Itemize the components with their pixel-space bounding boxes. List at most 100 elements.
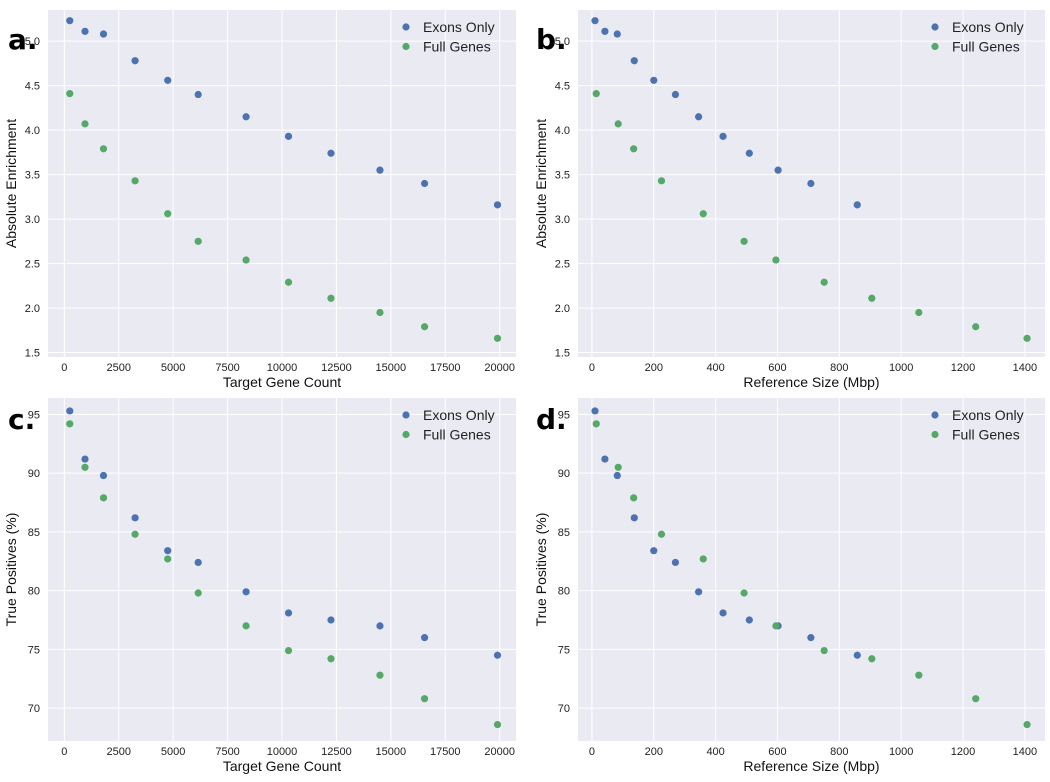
legend-marker-exons-only	[402, 23, 410, 31]
data-point-exons-only	[719, 132, 727, 140]
data-point-full-genes	[81, 120, 89, 128]
data-point-full-genes	[327, 294, 335, 302]
legend-marker-full-genes	[931, 430, 939, 439]
y-tick-label: 3.0	[555, 214, 570, 226]
x-tick-label: 400	[706, 746, 724, 758]
y-tick-label: 95	[558, 409, 570, 421]
data-point-full-genes	[630, 145, 638, 153]
panel-letter: a.	[8, 23, 38, 56]
x-tick-label: 1000	[889, 746, 913, 758]
data-point-full-genes	[376, 308, 384, 317]
data-point-exons-only	[66, 407, 74, 415]
legend-marker-exons-only	[402, 411, 410, 419]
data-point-full-genes	[420, 695, 429, 703]
data-point-full-genes	[131, 177, 139, 185]
data-point-full-genes	[657, 530, 666, 538]
data-point-full-genes	[194, 237, 202, 245]
data-point-full-genes	[194, 589, 202, 597]
data-point-exons-only	[807, 634, 815, 642]
data-point-exons-only	[650, 547, 658, 555]
data-point-full-genes	[868, 294, 876, 302]
y-tick-label: 4.5	[25, 81, 40, 93]
data-point-full-genes	[1023, 720, 1031, 729]
data-point-full-genes	[614, 120, 622, 128]
x-tick-label: 5000	[161, 362, 185, 374]
data-point-exons-only	[745, 149, 753, 157]
y-tick-label: 75	[28, 644, 40, 656]
data-point-exons-only	[131, 514, 139, 522]
panel-d: 0 200 400 600 800 1000 1200 1400 70 75 80 85 90 95 Ref…	[533, 398, 1045, 774]
x-tick-label: 15000	[376, 362, 407, 374]
x-tick-label: 200	[645, 746, 663, 758]
x-tick-label: 1200	[951, 362, 975, 374]
x-tick-label: 400	[706, 362, 724, 374]
data-point-full-genes	[99, 145, 108, 153]
data-point-exons-only	[284, 132, 293, 140]
data-point-full-genes	[284, 278, 293, 286]
data-point-exons-only	[601, 455, 609, 463]
data-point-full-genes	[592, 420, 600, 428]
data-point-exons-only	[376, 622, 384, 630]
data-point-full-genes	[493, 720, 502, 729]
data-point-exons-only	[194, 558, 202, 567]
y-axis-label: True Positives (%)	[3, 513, 19, 627]
data-point-exons-only	[493, 651, 502, 659]
data-point-exons-only	[807, 179, 815, 188]
data-point-full-genes	[820, 278, 828, 286]
data-point-exons-only	[613, 471, 621, 480]
data-point-full-genes	[915, 308, 923, 317]
y-tick-label: 3.5	[25, 170, 40, 182]
legend-marker-full-genes	[402, 42, 410, 51]
panel-c: 0 2500 5000 7500 10000 12500 15000 17500 20000 70…	[3, 398, 516, 774]
y-tick-label: 85	[558, 527, 570, 539]
legend-label-full-genes: Full Genes	[423, 427, 491, 443]
data-point-full-genes	[592, 90, 600, 98]
data-point-exons-only	[774, 166, 782, 174]
data-point-exons-only	[66, 17, 74, 25]
data-point-full-genes	[1023, 334, 1031, 342]
x-tick-label: 600	[768, 746, 786, 758]
legend-label-exons-only: Exons Only	[423, 19, 495, 35]
legend-label-full-genes: Full Genes	[952, 39, 1020, 55]
data-point-exons-only	[164, 76, 172, 84]
data-point-full-genes	[699, 555, 707, 563]
data-point-exons-only	[613, 30, 621, 38]
y-tick-label: 80	[28, 586, 40, 598]
data-point-full-genes	[772, 256, 780, 264]
data-point-exons-only	[719, 609, 727, 617]
y-tick-label: 2.0	[555, 303, 570, 315]
data-point-exons-only	[131, 57, 139, 65]
x-axis-label: Target Gene Count	[223, 758, 341, 774]
x-axis-label: Reference Size (Mbp)	[743, 758, 879, 774]
data-point-full-genes	[699, 210, 707, 218]
data-point-exons-only	[650, 76, 658, 84]
x-tick-label: 7500	[215, 746, 239, 758]
data-point-exons-only	[420, 634, 429, 642]
plot-area	[578, 398, 1045, 741]
data-point-exons-only	[99, 30, 108, 38]
data-point-exons-only	[630, 514, 638, 522]
x-tick-label: 0	[589, 362, 595, 374]
data-point-full-genes	[284, 646, 293, 655]
legend-label-exons-only: Exons Only	[423, 407, 495, 423]
y-tick-label: 80	[558, 586, 570, 598]
y-axis-label: Absolute Enrichment	[533, 119, 549, 248]
data-point-exons-only	[284, 609, 293, 617]
legend-marker-full-genes	[402, 430, 410, 439]
x-tick-label: 600	[768, 362, 786, 374]
x-tick-label: 800	[830, 362, 848, 374]
x-axis-label: Target Gene Count	[223, 374, 341, 390]
x-tick-label: 10000	[267, 362, 298, 374]
data-point-full-genes	[657, 177, 666, 185]
data-point-full-genes	[772, 622, 780, 630]
data-point-exons-only	[420, 179, 429, 188]
x-tick-label: 1400	[1013, 746, 1037, 758]
x-tick-label: 1400	[1013, 362, 1037, 374]
data-point-exons-only	[695, 113, 703, 121]
y-axis-label: True Positives (%)	[533, 513, 549, 627]
y-tick-label: 85	[28, 527, 40, 539]
y-tick-label: 70	[28, 703, 40, 715]
y-tick-label: 2.5	[25, 259, 40, 271]
y-tick-label: 4.5	[555, 81, 570, 93]
